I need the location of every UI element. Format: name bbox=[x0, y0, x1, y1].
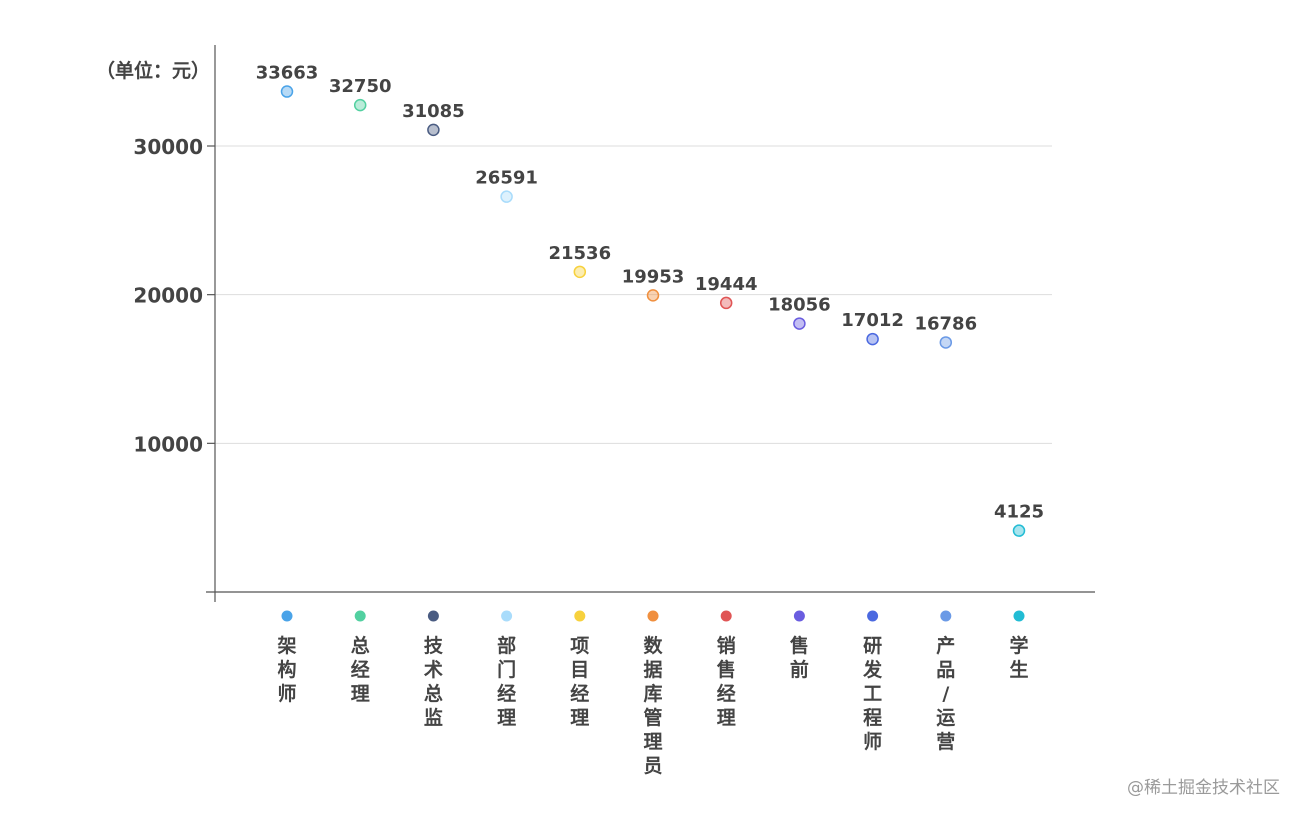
data-point bbox=[500, 190, 513, 203]
category-label: 销售经理 bbox=[716, 634, 736, 729]
category-label: 部门经理 bbox=[497, 634, 516, 729]
category-markers: 架构师 总经理 技术总监 部门经理 项目经理 数据库管理员 销售经理 售前 研发工程师 产品/运营… bbox=[276, 610, 1029, 777]
category-dot bbox=[281, 610, 293, 622]
category-dot bbox=[574, 610, 586, 622]
category-dot bbox=[1013, 610, 1025, 622]
data-label: 31085 bbox=[402, 101, 465, 122]
data-point bbox=[427, 123, 440, 137]
category-label: 项目经理 bbox=[570, 635, 589, 729]
category-label: 售前 bbox=[789, 634, 809, 681]
category-dot bbox=[940, 610, 952, 622]
data-label: 32750 bbox=[329, 76, 392, 97]
category-label: 学生 bbox=[1009, 634, 1028, 681]
category-dot bbox=[501, 610, 513, 622]
unit-label: （单位：元） bbox=[96, 59, 210, 82]
data-label: 26591 bbox=[475, 168, 538, 189]
data-point bbox=[1012, 524, 1026, 537]
category-dot bbox=[867, 610, 879, 622]
y-tick-label: 20000 bbox=[133, 284, 203, 308]
data-point bbox=[866, 332, 879, 346]
grid-lines bbox=[215, 145, 1052, 444]
data-label: 21536 bbox=[548, 243, 611, 264]
y-tick-label: 30000 bbox=[133, 135, 203, 159]
category-dot bbox=[720, 610, 732, 622]
data-point bbox=[646, 289, 660, 302]
data-label: 33663 bbox=[256, 63, 319, 84]
data-label: 19953 bbox=[622, 266, 685, 287]
data-label: 18056 bbox=[768, 295, 831, 316]
category-label: 数据库管理员 bbox=[643, 634, 663, 777]
category-label: 总经理 bbox=[351, 634, 370, 705]
category-label: 研发工程师 bbox=[862, 635, 883, 753]
data-point bbox=[793, 317, 806, 330]
data-point bbox=[573, 265, 587, 279]
category-label: 技术总监 bbox=[424, 634, 444, 729]
data-labels: 33663 32750 31085 26591 21536 19953 19444 18056… bbox=[256, 63, 1044, 523]
data-point bbox=[939, 336, 953, 349]
data-label: 17012 bbox=[841, 310, 904, 331]
data-label: 4125 bbox=[994, 502, 1044, 523]
data-label: 16786 bbox=[914, 313, 977, 334]
data-points bbox=[280, 85, 1026, 537]
watermark: @稀土掘金技术社区 bbox=[1127, 778, 1280, 798]
data-point bbox=[280, 85, 294, 98]
y-ticks: 10000 20000 30000 bbox=[133, 135, 215, 456]
category-label: 架构师 bbox=[276, 635, 296, 705]
data-point bbox=[719, 296, 733, 310]
data-point bbox=[353, 98, 367, 112]
data-label: 19444 bbox=[695, 274, 758, 295]
category-label: 产品/运营 bbox=[936, 634, 955, 753]
category-dot bbox=[427, 610, 439, 622]
category-dot bbox=[354, 610, 366, 622]
axes bbox=[206, 45, 1095, 602]
y-tick-label: 10000 bbox=[133, 432, 203, 456]
category-dot bbox=[793, 610, 805, 622]
category-dot bbox=[647, 610, 659, 622]
